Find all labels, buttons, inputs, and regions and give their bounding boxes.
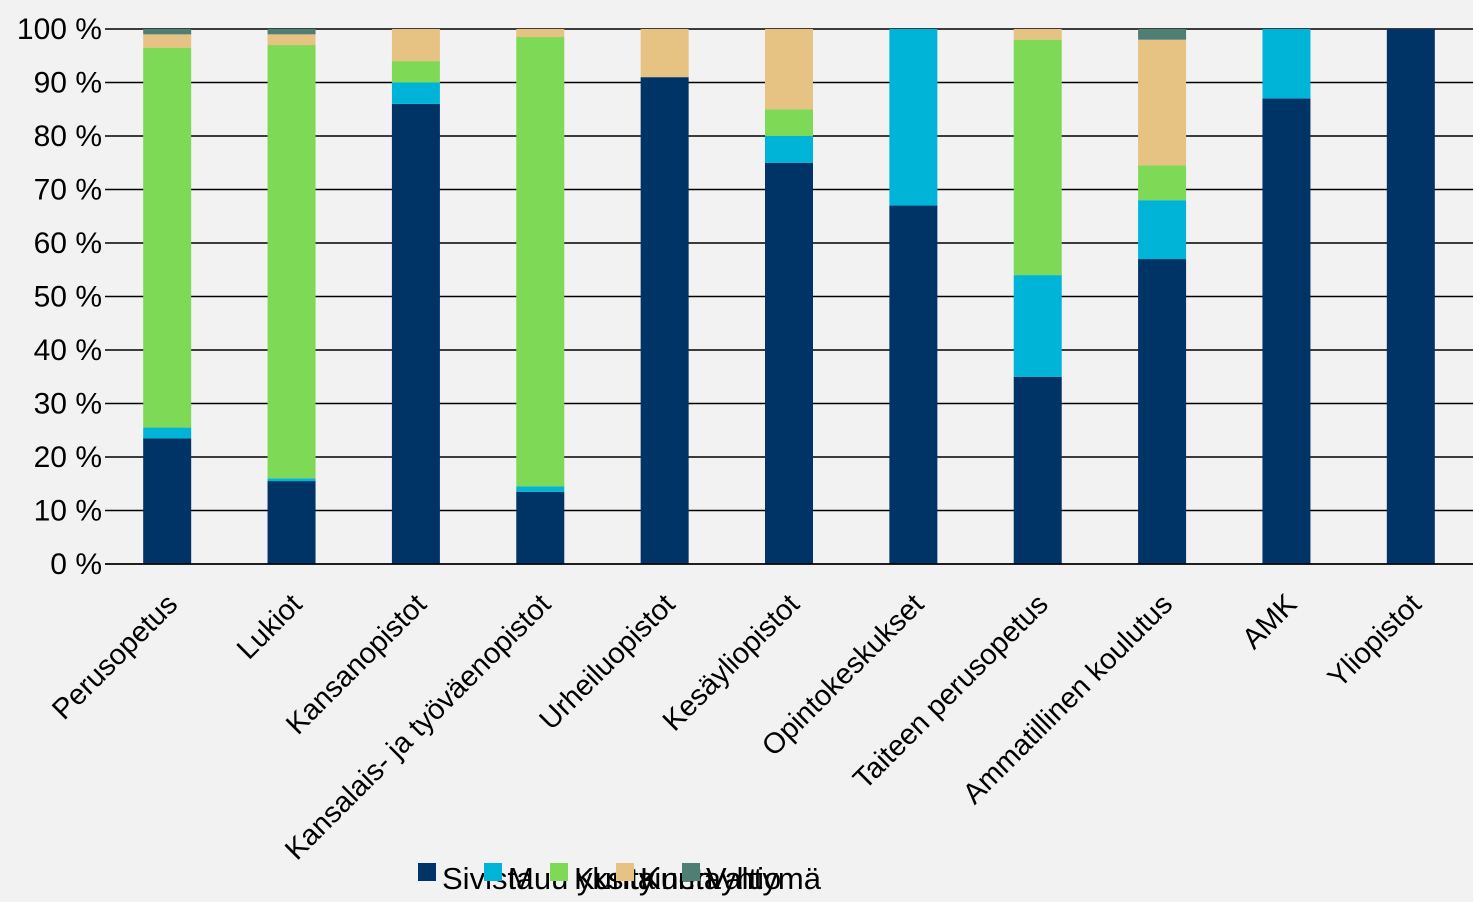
y-tick-label: 50 % <box>34 281 102 314</box>
legend-label: Muu yksityinen <box>508 861 713 896</box>
y-tick-label: 60 % <box>34 227 102 260</box>
x-tick-label: Perusopetus <box>46 588 184 726</box>
legend-swatch <box>550 863 568 881</box>
bar-segment <box>765 162 813 564</box>
legend-item: Valtio <box>682 861 781 896</box>
bar-segment <box>516 491 565 564</box>
bar-segment <box>889 205 938 565</box>
bar-segment <box>1138 29 1187 40</box>
x-tick-label: Kansalais- ja työväenopistot <box>279 588 557 866</box>
x-tick-label: AMK <box>1236 588 1304 656</box>
legend-swatch <box>616 863 634 881</box>
y-tick-label: 20 % <box>34 441 102 474</box>
bar-segment <box>267 29 316 35</box>
legend: SivistaMuu yksityinenKuntaKuntayhtymäVal… <box>418 861 822 896</box>
legend-label: Kuntayhtymä <box>640 861 822 896</box>
bar-segment <box>516 37 565 487</box>
y-tick-label: 70 % <box>34 174 102 207</box>
y-axis-ticks: 0 % 10 % 20 % 30 % 40 % 50 % 60 % 70 % 80 % 90 % 1… <box>17 13 102 581</box>
bars <box>143 29 1435 565</box>
bar-segment <box>267 478 316 482</box>
x-tick-label: Ammatillinen koulutus <box>957 588 1179 810</box>
bar-segment <box>765 29 813 110</box>
bar-segment <box>1138 165 1187 201</box>
bar-segment <box>391 103 440 565</box>
bar-segment <box>391 61 440 83</box>
bar-segment <box>889 29 938 206</box>
y-tick-label: 10 % <box>34 495 102 528</box>
legend-swatch <box>418 863 436 881</box>
bar-segment <box>267 34 316 46</box>
x-tick-label: Yliopistot <box>1322 588 1428 694</box>
bar-segment <box>267 481 316 564</box>
bar-segment <box>143 438 192 564</box>
bar-segment <box>640 29 689 78</box>
y-tick-label: 30 % <box>34 388 102 421</box>
bar-segment <box>267 45 316 479</box>
y-tick-label: 90 % <box>34 67 102 100</box>
bar-segment <box>143 47 192 428</box>
bar-segment <box>516 486 565 492</box>
bar-segment <box>765 109 813 136</box>
x-axis-labels: Perusopetus LukiotKansanopistotKansalais-… <box>46 588 1427 866</box>
y-tick-label: 80 % <box>34 120 102 153</box>
bar-segment <box>391 29 440 62</box>
y-tick-label: 0 % <box>50 548 102 581</box>
bar-segment <box>1013 275 1062 377</box>
bar-segment <box>1138 39 1187 166</box>
bar-segment <box>1386 29 1435 564</box>
bar-segment <box>1262 29 1311 99</box>
bar-segment <box>765 136 813 163</box>
bar-segment <box>143 427 192 439</box>
bar-segment <box>1138 259 1187 564</box>
bar-segment <box>1138 200 1187 260</box>
legend-item: Kuntayhtymä <box>616 861 822 896</box>
legend-swatch <box>484 863 502 881</box>
legend-label: Valtio <box>706 861 781 896</box>
bar-segment <box>143 34 192 48</box>
bar-segment <box>1013 29 1062 40</box>
bar-segment <box>640 77 689 565</box>
y-tick-label: 40 % <box>34 334 102 367</box>
bar-segment <box>1013 376 1062 564</box>
bar-segment <box>391 82 440 104</box>
bar-segment <box>516 29 565 38</box>
y-tick-label: 100 % <box>17 13 102 46</box>
legend-item: Kunta <box>550 861 656 896</box>
legend-label: Kunta <box>574 861 656 896</box>
bar-segment <box>1262 98 1311 565</box>
legend-swatch <box>682 863 700 881</box>
bar-segment <box>1013 39 1062 276</box>
x-tick-label: Lukiot <box>231 588 308 665</box>
legend-item: Muu yksityinen <box>484 861 713 896</box>
bar-segment <box>143 29 192 35</box>
